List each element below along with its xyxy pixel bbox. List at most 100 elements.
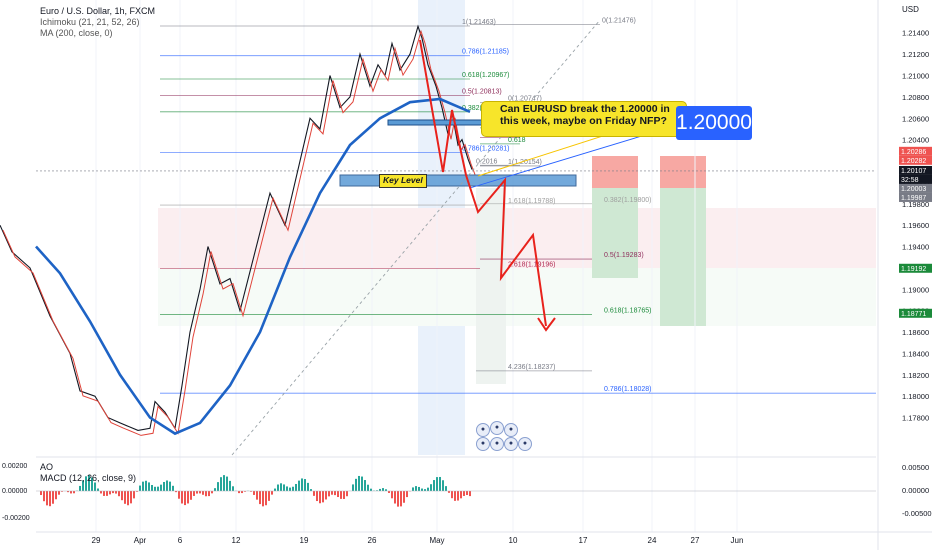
ao-bar [331, 491, 333, 495]
calendar-event-icon[interactable]: ● [476, 437, 490, 451]
time-tick-label: 17 [579, 536, 588, 545]
ao-bar [286, 486, 288, 491]
price-tick-label: 1.20400 [902, 136, 929, 145]
ao-bar [133, 491, 135, 499]
price-tag-label: 1.20003 [901, 186, 926, 193]
ao-bar [283, 484, 285, 491]
ao-bar [46, 491, 48, 506]
ao-bar [355, 478, 357, 491]
ao-bar [232, 486, 234, 491]
ao-bar [328, 491, 330, 497]
price-tick-label: 1.18200 [902, 371, 929, 380]
ao-bar [274, 488, 276, 491]
ao-bar [166, 480, 168, 491]
price-tag-label: 1.19987 [901, 195, 926, 202]
ao-bar [310, 489, 312, 491]
event-icons[interactable]: ● ● ● ● ● ● ● [472, 421, 532, 455]
time-tick-label: 26 [368, 536, 377, 545]
ao-bar [160, 484, 162, 491]
ao-bar [58, 491, 60, 495]
price-tag [899, 192, 932, 202]
ao-bar [370, 488, 372, 491]
osc-tick-label: -0.00500 [902, 509, 932, 518]
ao-bar [217, 482, 219, 491]
ao-bar [124, 491, 126, 504]
annotation-callout[interactable]: Can EURUSD break the 1.20000 in this wee… [481, 101, 687, 137]
ao-bar [199, 491, 201, 494]
ma-legend[interactable]: MA (200, close, 0) [40, 28, 113, 38]
symbol-title[interactable]: Euro / U.S. Dollar, 1h, FXCM [40, 6, 156, 16]
ao-bar [301, 478, 303, 491]
fib-level-label: 0.5(1.20813) [462, 88, 502, 95]
key-level-label[interactable]: Key Level [379, 174, 427, 188]
take-profit-zone [592, 188, 638, 278]
ao-bar [208, 491, 210, 497]
ao-bar [340, 491, 342, 499]
ao-bar [211, 491, 213, 494]
ao-bar [67, 491, 69, 493]
time-tick-label: 24 [648, 536, 657, 545]
target-price-label[interactable]: 1.20000 [676, 106, 752, 140]
ao-bar [418, 486, 420, 491]
price-tick-label: 1.21400 [902, 29, 929, 38]
calendar-event-icon[interactable]: ● [490, 437, 504, 451]
ao-bar [82, 480, 84, 491]
ao-bar [157, 486, 159, 491]
ichimoku-legend[interactable]: Ichimoku (21, 21, 52, 26) [40, 17, 140, 27]
stop-loss-zone [660, 156, 706, 188]
ao-bar [313, 491, 315, 496]
ao-bar [385, 489, 387, 491]
ao-bar [361, 476, 363, 491]
price-tick-label: 1.19600 [902, 221, 929, 230]
ao-bar [238, 491, 240, 494]
ao-bar [130, 491, 132, 504]
ao-legend[interactable]: AO [40, 462, 54, 472]
ao-bar [151, 485, 153, 491]
ao-bar [142, 481, 144, 491]
calendar-event-icon[interactable]: ● [504, 437, 518, 451]
ao-bar [97, 488, 99, 491]
fib-level-label: 4.236(1.18237) [508, 364, 555, 371]
osc-left-tick-label: 0.00200 [2, 463, 27, 470]
ao-bar [154, 486, 156, 491]
time-tick-label: 19 [300, 536, 309, 545]
calendar-event-icon[interactable]: ● [504, 423, 518, 437]
ao-bar [178, 491, 180, 499]
ao-bar [196, 491, 198, 494]
ao-bar [460, 491, 462, 499]
ao-bar [457, 491, 459, 501]
ao-bar [277, 484, 279, 491]
ao-bar [61, 491, 63, 492]
ao-bar [397, 491, 399, 507]
calendar-event-icon[interactable]: ● [518, 437, 532, 451]
ao-bar [325, 491, 327, 500]
time-tick-label: 12 [232, 536, 241, 545]
price-tick-label: 1.19800 [902, 200, 929, 209]
macd-legend[interactable]: MACD (12, 26, close, 9) [40, 473, 137, 483]
ao-bar [163, 481, 165, 491]
stop-loss-zone [592, 156, 638, 188]
ao-bar [136, 491, 138, 492]
price-tick-label: 1.19400 [902, 243, 929, 252]
ao-bar [271, 491, 273, 495]
ao-bar [91, 477, 93, 491]
ao-bar [220, 477, 222, 491]
calendar-event-icon[interactable]: ● [490, 421, 504, 435]
ao-bar [433, 480, 435, 491]
fib-level-label: 0.618(1.20967) [462, 72, 509, 79]
ao-bar [118, 491, 120, 497]
calendar-event-icon[interactable]: ● [476, 423, 490, 437]
ao-bar [379, 488, 381, 491]
ao-bar [343, 491, 345, 499]
ao-bar [307, 482, 309, 491]
ao-bar [172, 485, 174, 491]
ao-bar [52, 491, 54, 504]
ao-bar [295, 483, 297, 491]
fib-level-label: 1(1.20154) [508, 159, 542, 166]
fib-level-label: 0(1.21476) [602, 18, 636, 25]
ao-bar [298, 480, 300, 491]
fib-level-label: 2.618(1.19196) [508, 261, 555, 268]
price-tick-label: 1.18000 [902, 392, 929, 401]
ao-bar [430, 484, 432, 491]
